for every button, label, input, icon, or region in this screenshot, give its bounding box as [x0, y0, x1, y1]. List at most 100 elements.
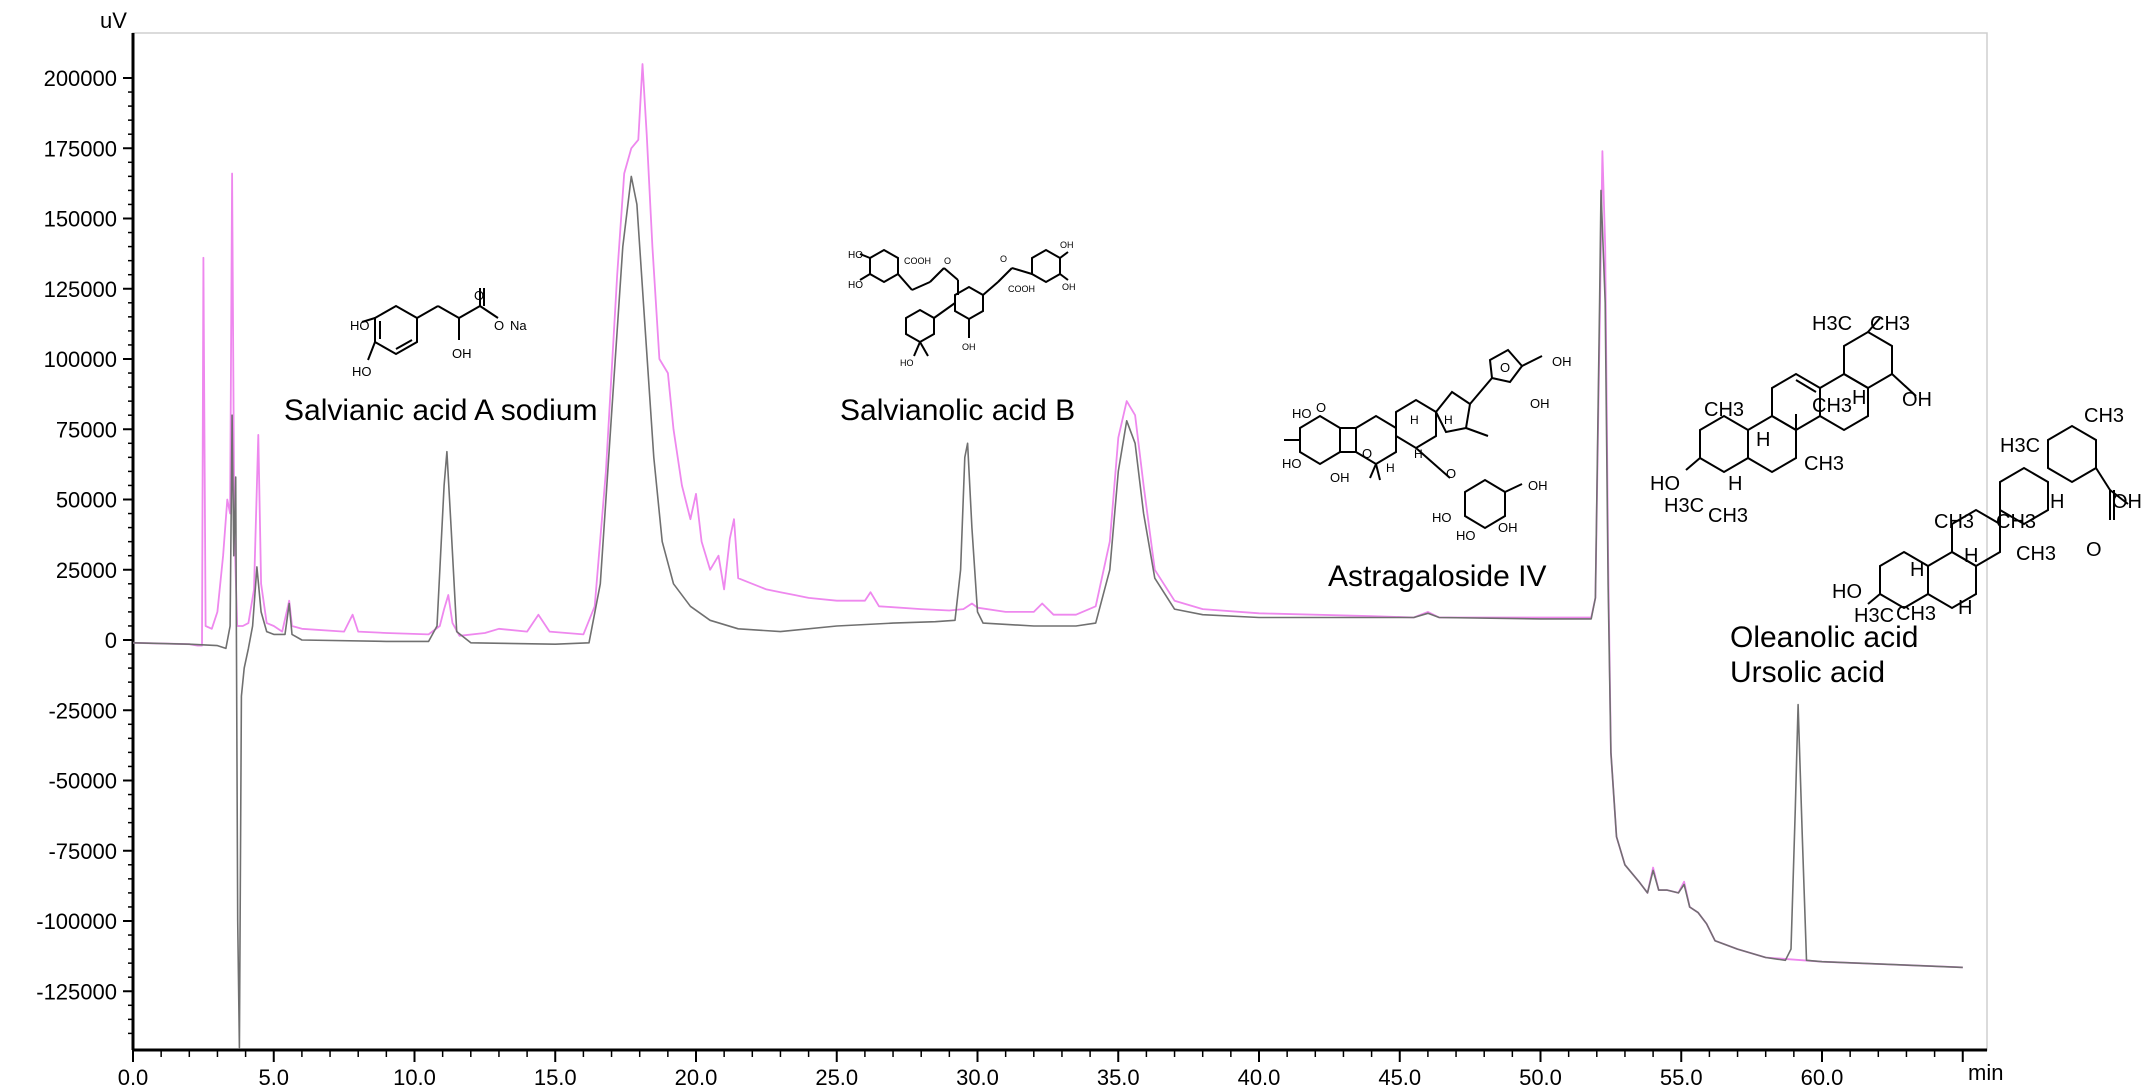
- svg-text:CH3: CH3: [1708, 505, 1748, 527]
- svg-text:HO: HO: [1456, 528, 1476, 543]
- svg-text:OH: OH: [1060, 240, 1074, 250]
- y-tick-label: -50000: [48, 769, 117, 794]
- svg-text:OH: OH: [962, 342, 976, 352]
- svg-text:CH3: CH3: [1870, 313, 1910, 335]
- svg-text:H: H: [1414, 447, 1423, 461]
- svg-text:HO: HO: [1282, 456, 1302, 471]
- y-unit-label: uV: [100, 8, 127, 33]
- x-tick-label: 45.0: [1378, 1065, 1421, 1090]
- y-tick-label: 25000: [56, 558, 117, 583]
- x-tick-label: 60.0: [1801, 1065, 1844, 1090]
- svg-text:COOH: COOH: [904, 256, 931, 266]
- y-tick-label: -100000: [36, 909, 117, 934]
- svg-text:O: O: [1362, 446, 1372, 461]
- svg-text:O: O: [1500, 360, 1510, 375]
- svg-text:OH: OH: [1330, 470, 1350, 485]
- svg-text:H: H: [1386, 461, 1395, 475]
- svg-text:CH3: CH3: [2016, 543, 2056, 565]
- svg-text:OH: OH: [1530, 396, 1550, 411]
- y-tick-label: 125000: [44, 277, 117, 302]
- svg-text:OH: OH: [2112, 491, 2142, 513]
- svg-text:OH: OH: [1498, 520, 1518, 535]
- y-axis-ticks: 200000 175000 150000 125000 100000 75000 50000…: [36, 66, 133, 1035]
- y-tick-label: -75000: [48, 839, 117, 864]
- svg-text:O: O: [1316, 400, 1326, 415]
- svg-text:H3C: H3C: [2000, 435, 2040, 457]
- svg-text:HO: HO: [352, 364, 372, 379]
- svg-text:H: H: [1852, 387, 1866, 409]
- series-layer: [132, 63, 1963, 1049]
- x-tick-label: 55.0: [1660, 1065, 1703, 1090]
- salvianolic-acid-b-structure: HO HO COOH O O COOH OH OH HO OH: [848, 240, 1076, 368]
- svg-text:H: H: [1728, 473, 1742, 495]
- svg-text:CH3: CH3: [1896, 603, 1936, 625]
- svg-text:O: O: [474, 288, 484, 303]
- svg-text:H: H: [1910, 559, 1924, 581]
- svg-text:HO: HO: [1292, 406, 1312, 421]
- y-tick-label: 150000: [44, 207, 117, 232]
- plot-frame: [132, 32, 1988, 1051]
- svg-text:COOH: COOH: [1008, 284, 1035, 294]
- x-tick-label: 30.0: [956, 1065, 999, 1090]
- svg-text:HO: HO: [900, 358, 914, 368]
- y-tick-label: -25000: [48, 698, 117, 723]
- x-tick-label: 50.0: [1519, 1065, 1562, 1090]
- svg-text:Na: Na: [510, 318, 527, 333]
- x-tick-label: 40.0: [1238, 1065, 1281, 1090]
- astragaloside-iv-structure: HO HO OH O O H H H H OH OH O HO HO OH OH…: [1282, 348, 1572, 543]
- svg-text:OH: OH: [1062, 282, 1076, 292]
- svg-text:CH3: CH3: [1996, 511, 2036, 533]
- y-tick-label: 0: [105, 628, 117, 653]
- svg-text:HO: HO: [1432, 510, 1452, 525]
- x-tick-label: 10.0: [393, 1065, 436, 1090]
- svg-text:OH: OH: [452, 346, 472, 361]
- annotation-astragaloside-iv: Astragaloside IV: [1328, 560, 1546, 593]
- x-tick-label: 5.0: [258, 1065, 289, 1090]
- y-tick-label: 100000: [44, 347, 117, 372]
- svg-text:OH: OH: [1528, 478, 1548, 493]
- svg-text:H: H: [1958, 597, 1972, 619]
- annotation-oleanolic-acid: Oleanolic acid: [1730, 621, 1918, 654]
- svg-text:H: H: [1410, 413, 1419, 427]
- svg-text:H3C: H3C: [1812, 313, 1852, 335]
- svg-text:CH3: CH3: [2084, 405, 2124, 427]
- salvianic-acid-structure: HO HO O O Na OH: [350, 288, 527, 379]
- x-axis-ticks: 0.0 5.0 10.0 15.0 20.0 25.0 30.0 35.0 40.0 45.0 50…: [118, 1050, 1964, 1090]
- x-tick-label: 35.0: [1097, 1065, 1140, 1090]
- svg-text:H: H: [1964, 545, 1978, 567]
- y-tick-label: 75000: [56, 417, 117, 442]
- svg-text:CH3: CH3: [1934, 511, 1974, 533]
- y-tick-label: 200000: [44, 66, 117, 91]
- series-line-1: [132, 63, 1963, 969]
- annotation-salvianic-acid-a-sodium: Salvianic acid A sodium: [284, 394, 598, 427]
- svg-text:H: H: [1444, 413, 1453, 427]
- svg-text:HO: HO: [350, 318, 370, 333]
- series-line-2: [132, 175, 1963, 1049]
- svg-text:OH: OH: [1552, 354, 1572, 369]
- x-tick-label: 20.0: [675, 1065, 718, 1090]
- x-tick-label: 25.0: [815, 1065, 858, 1090]
- svg-text:O: O: [2086, 539, 2102, 561]
- svg-text:CH3: CH3: [1704, 399, 1744, 421]
- y-tick-label: -125000: [36, 979, 117, 1004]
- oleanolic-acid-structure: H3C CH3 CH3 H CH3 H CH3 HO H H3C CH3 OH: [1650, 313, 1932, 527]
- svg-text:O: O: [944, 256, 951, 266]
- svg-text:OH: OH: [1902, 389, 1932, 411]
- svg-text:H3C: H3C: [1664, 495, 1704, 517]
- svg-text:O: O: [494, 318, 504, 333]
- annotation-ursolic-acid: Ursolic acid: [1730, 656, 1885, 689]
- x-unit-label: min: [1968, 1060, 2003, 1085]
- svg-text:HO: HO: [1832, 581, 1862, 603]
- svg-text:HO: HO: [1650, 473, 1680, 495]
- svg-text:HO: HO: [848, 280, 863, 291]
- x-tick-label: 15.0: [534, 1065, 577, 1090]
- ursolic-acid-structure: CH3 H3C H OH CH3 CH3 H O CH3 HO H H3C CH…: [1832, 405, 2142, 627]
- annotation-salvianolic-acid-b: Salvianolic acid B: [840, 394, 1075, 427]
- y-tick-label: 175000: [44, 136, 117, 161]
- svg-text:CH3: CH3: [1812, 395, 1852, 417]
- svg-text:HO: HO: [848, 250, 863, 261]
- svg-text:CH3: CH3: [1804, 453, 1844, 475]
- svg-text:H3C: H3C: [1854, 605, 1894, 627]
- x-tick-label: 0.0: [118, 1065, 149, 1090]
